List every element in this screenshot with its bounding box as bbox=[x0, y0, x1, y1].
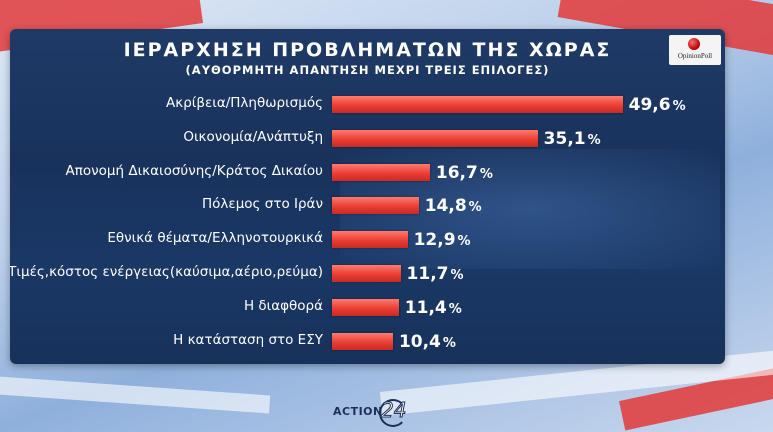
value-number: 10,4 bbox=[398, 331, 441, 352]
brand-number: 24 bbox=[380, 398, 407, 423]
category-label: Τιμές,κόστος ενέργειας(καύσιμα,αέριο,ρεύ… bbox=[10, 264, 323, 280]
bar bbox=[332, 298, 399, 316]
bar bbox=[332, 332, 393, 350]
percent-sign: % bbox=[468, 200, 482, 216]
value-label: 12,9% bbox=[414, 230, 471, 250]
value-label: 11,7% bbox=[407, 264, 464, 284]
bar bbox=[332, 96, 623, 113]
brand-ring-icon bbox=[379, 399, 407, 427]
value-number: 11,7 bbox=[406, 264, 449, 284]
bar bbox=[332, 231, 408, 249]
bar bbox=[332, 197, 419, 215]
logo-dot-icon bbox=[688, 38, 700, 50]
percent-sign: % bbox=[442, 335, 456, 351]
opinion-poll-logo: OpinionPoll bbox=[669, 35, 721, 65]
chart-panel: ΙΕΡΑΡΧΗΣΗ ΠΡΟΒΛΗΜΑΤΩΝ ΤΗΣ ΧΩΡΑΣ (ΑΥΘΟΡΜΗ… bbox=[10, 29, 725, 364]
value-number: 35,1 bbox=[543, 128, 586, 149]
category-label: Οικονομία/Ανάπτυξη bbox=[183, 128, 323, 145]
percent-sign: % bbox=[672, 99, 686, 114]
logo-text: OpinionPoll bbox=[677, 52, 713, 60]
bar bbox=[332, 265, 401, 282]
percent-sign: % bbox=[587, 132, 601, 148]
category-label: Η διαφθορά bbox=[243, 297, 323, 314]
value-number: 11,4 bbox=[404, 297, 447, 318]
bar bbox=[332, 129, 538, 147]
chart-title: ΙΕΡΑΡΧΗΣΗ ΠΡΟΒΛΗΜΑΤΩΝ ΤΗΣ ΧΩΡΑΣ bbox=[123, 39, 612, 61]
value-label: 14,8% bbox=[425, 196, 482, 216]
value-number: 49,6 bbox=[628, 95, 671, 115]
value-label: 49,6% bbox=[629, 95, 686, 115]
category-label: Απονομή Δικαιοσύνης/Κράτος Δικαίου bbox=[65, 162, 323, 179]
value-label: 35,1% bbox=[544, 129, 601, 149]
value-label: 16,7% bbox=[436, 163, 493, 183]
value-label: 10,4% bbox=[399, 332, 456, 352]
percent-sign: % bbox=[450, 268, 464, 283]
background-stripe bbox=[0, 374, 271, 414]
category-label: Η κατάσταση στο ΕΣΥ bbox=[173, 331, 323, 348]
chart-subtitle: (ΑΥΘΟΡΜΗΤΗ ΑΠΑΝΤΗΣΗ ΜΕΧΡΙ ΤΡΕΙΣ ΕΠΙΛΟΓΕΣ… bbox=[185, 63, 550, 77]
brand-text: ACTION bbox=[333, 405, 383, 418]
category-label: Εθνικά θέματα/Ελληνοτουρκικά bbox=[107, 230, 323, 247]
value-label: 11,4% bbox=[405, 298, 462, 318]
value-number: 16,7 bbox=[435, 162, 478, 183]
value-number: 12,9 bbox=[413, 230, 456, 251]
category-label: Πόλεμος στο Ιράν bbox=[202, 196, 323, 213]
value-number: 14,8 bbox=[424, 196, 467, 217]
percent-sign: % bbox=[448, 301, 462, 317]
bar bbox=[332, 163, 430, 181]
category-label: Ακρίβεια/Πληθωρισμός bbox=[166, 95, 323, 111]
percent-sign: % bbox=[479, 166, 493, 182]
percent-sign: % bbox=[457, 234, 471, 250]
